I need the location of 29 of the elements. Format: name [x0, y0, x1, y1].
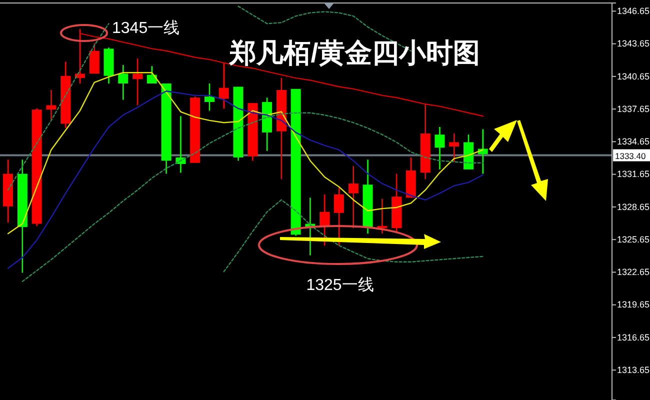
candlestick: [434, 126, 445, 170]
candlestick: [146, 65, 157, 84]
y-tick-label: 1343.65: [617, 38, 650, 49]
y-tick-label: 1313.65: [617, 364, 650, 375]
y-tick-label: 1340.65: [617, 71, 650, 82]
candlestick: [89, 42, 100, 74]
y-tick-label: 1337.65: [617, 104, 650, 114]
y-tick-label: 1328.65: [617, 202, 650, 212]
line-series: [223, 199, 484, 272]
y-tick-label: 1322.65: [617, 267, 650, 278]
ref-line-label: 1333.40: [615, 150, 646, 161]
annotation: 1325一线: [306, 276, 374, 294]
annotation: 1345一线: [112, 19, 180, 37]
y-tick-label: 1334.65: [617, 136, 650, 147]
candlestick: [74, 28, 85, 84]
y-tick-label: 1319.65: [617, 300, 650, 310]
candlestick: [348, 166, 358, 229]
candlestick: [46, 89, 56, 120]
candlestick: [449, 132, 460, 162]
candlestick: [334, 187, 344, 246]
y-tick-label: 1325.65: [617, 234, 650, 244]
y-tick-label: 1316.65: [617, 332, 650, 342]
y-tick-label: 1331.65: [617, 169, 650, 180]
candlestick: [118, 64, 128, 100]
candlestick: [132, 58, 143, 106]
y-tick-label: 1346.65: [617, 6, 650, 16]
candlestick: [218, 62, 229, 110]
candlestick: [204, 82, 214, 112]
text: 郑凡栢/黄金四小时图: [228, 38, 480, 68]
